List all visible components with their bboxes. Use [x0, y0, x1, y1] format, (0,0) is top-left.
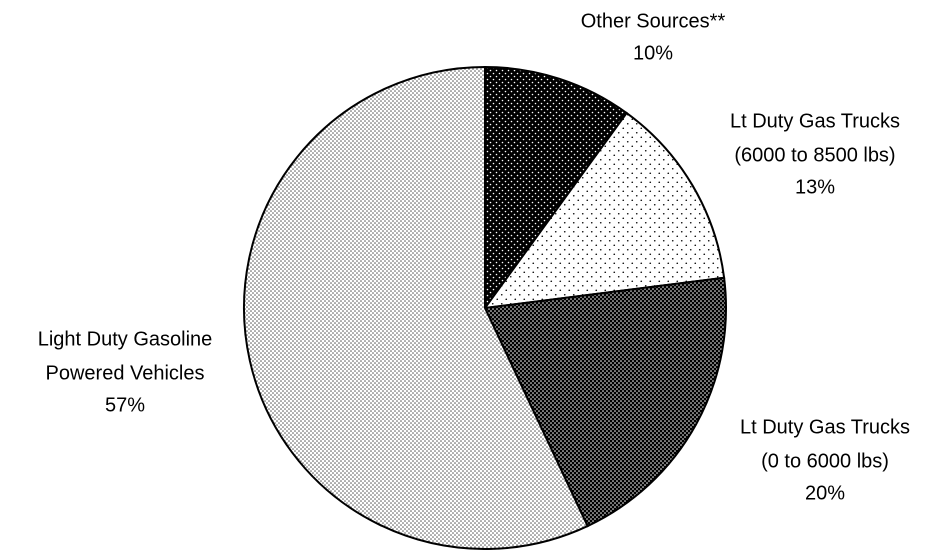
pie-slice [482, 111, 726, 310]
slice-label: Other Sources** [581, 10, 726, 32]
pie-slice [483, 276, 727, 528]
slice-value-label: 10% [633, 42, 673, 64]
slice-value-label: 13% [795, 176, 835, 198]
slice-label: Lt Duty Gas Trucks [730, 110, 900, 132]
slice-label: Powered Vehicles [46, 362, 205, 384]
slice-label: (0 to 6000 lbs) [761, 450, 889, 472]
pie-slice [243, 65, 589, 550]
slice-label: (6000 to 8500 lbs) [734, 144, 895, 166]
slice-label: Lt Duty Gas Trucks [740, 416, 910, 438]
pie-slice [484, 65, 629, 312]
slice-label: Light Duty Gasoline [38, 328, 213, 350]
slice-value-label: 20% [805, 482, 845, 504]
slice-value-label: 57% [105, 394, 145, 416]
